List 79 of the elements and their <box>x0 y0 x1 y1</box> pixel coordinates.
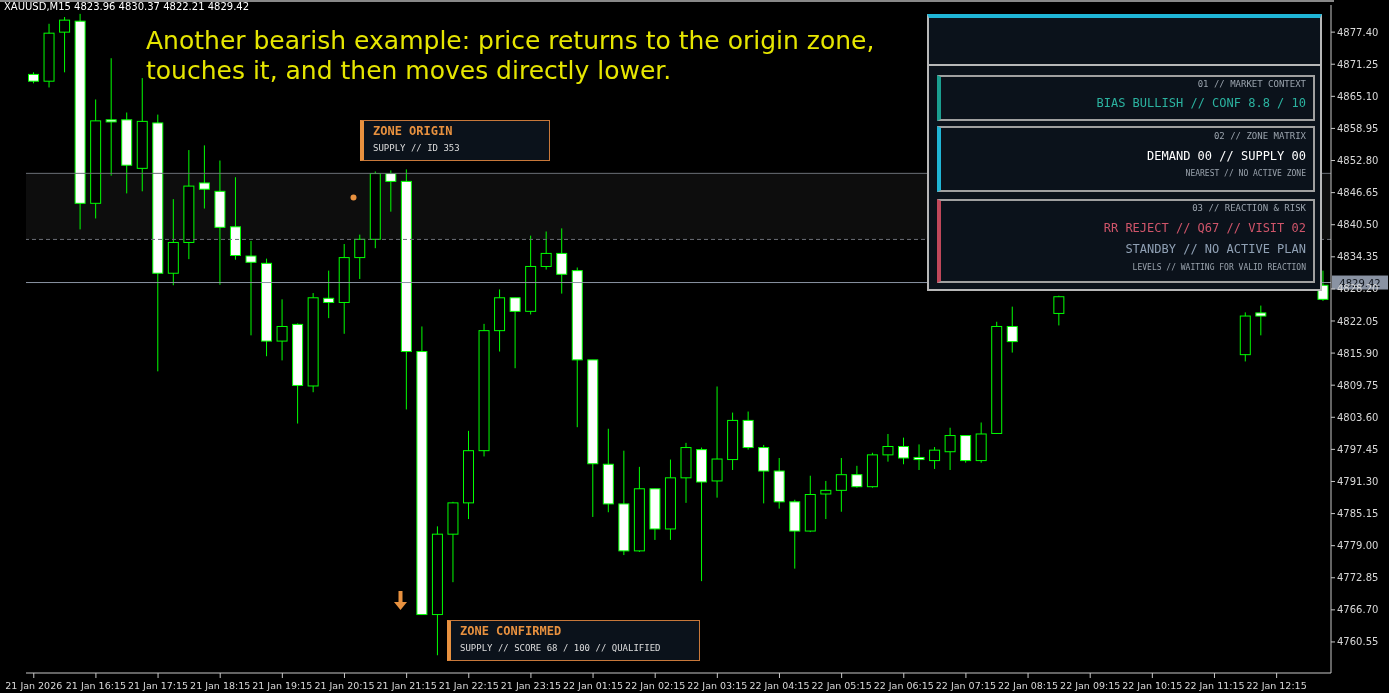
annotation: LEVELS // WAITING FOR VALID REACTION <box>1132 263 1306 273</box>
candlestick <box>323 270 335 319</box>
y-tick-label: 4785.15 <box>1337 508 1379 520</box>
candlestick <box>1006 306 1018 354</box>
candlestick <box>711 385 723 499</box>
annotation: STANDBY // NO ACTIVE PLAN <box>1125 242 1306 257</box>
candlestick <box>820 480 832 520</box>
candlestick <box>835 457 847 513</box>
annotation: 02 // ZONE MATRIX <box>1213 131 1306 142</box>
x-tick-label: 21 Jan 23:15 <box>500 680 561 691</box>
x-tick-label: 22 Jan 06:15 <box>873 680 934 691</box>
x-tick-label: 21 Jan 2026 <box>5 680 63 691</box>
y-tick-label: 4840.50 <box>1337 219 1379 231</box>
y-tick-label: 4834.35 <box>1337 251 1379 263</box>
candlestick <box>944 427 956 471</box>
y-tick-label: 4815.90 <box>1337 347 1379 359</box>
y-tick-label: 4779.00 <box>1337 540 1379 552</box>
x-tick-label: 21 Jan 18:15 <box>190 680 251 691</box>
x-tick-label: 21 Jan 22:15 <box>438 680 499 691</box>
candlestick <box>758 444 770 504</box>
y-tick-label: 4803.60 <box>1337 411 1379 423</box>
y-tick-label: 4858.95 <box>1337 122 1379 134</box>
annotation: XAUUSD,M15 4823.96 4830.37 4822.21 4829.42 <box>4 1 250 13</box>
candlestick <box>913 443 925 471</box>
y-tick-label: 4852.80 <box>1337 155 1379 167</box>
x-tick-label: 21 Jan 19:15 <box>252 680 313 691</box>
annotation: DEMAND 00 // SUPPLY 00 <box>1147 149 1306 164</box>
candlestick <box>385 169 397 213</box>
annotation: SUPPLY // ID 353 <box>373 143 460 154</box>
candlestick <box>245 240 257 336</box>
candlestick <box>59 16 71 73</box>
annotation: SUPPLY // SCORE 68 / 100 // QUALIFIED <box>460 643 661 654</box>
candlestick <box>198 144 210 210</box>
candlestick <box>540 230 552 271</box>
x-tick-label: 22 Jan 11:15 <box>1184 680 1245 691</box>
x-tick-label: 21 Jan 17:15 <box>127 680 189 691</box>
x-tick-label: 22 Jan 04:15 <box>749 680 810 691</box>
x-tick-label: 21 Jan 16:15 <box>65 680 126 691</box>
y-tick-label: 4846.65 <box>1337 187 1379 199</box>
candlestick <box>851 465 863 489</box>
x-tick-label: 22 Jan 01:15 <box>562 680 624 691</box>
candlestick <box>276 298 288 361</box>
y-tick-label: 4865.10 <box>1337 90 1379 102</box>
annotation: RR REJECT // Q67 // VISIT 02 <box>1103 221 1306 236</box>
x-tick-label: 22 Jan 07:15 <box>935 680 996 691</box>
y-tick-label: 4772.85 <box>1337 572 1379 584</box>
y-tick-label: 4791.30 <box>1337 476 1379 488</box>
annotation: ZONE CONFIRMED <box>460 624 562 639</box>
candlestick <box>354 234 366 280</box>
x-tick-label: 21 Jan 20:15 <box>314 680 375 691</box>
annotation: 03 // REACTION & RISK <box>1192 203 1306 214</box>
candlestick <box>556 227 568 295</box>
candlestick <box>1255 305 1267 336</box>
candlestick <box>509 297 521 369</box>
x-tick-label: 22 Jan 12:15 <box>1246 680 1307 691</box>
y-tick-label: 4877.40 <box>1337 26 1379 38</box>
y-tick-label: 4766.70 <box>1337 604 1379 616</box>
y-tick-label: 4822.05 <box>1337 315 1379 327</box>
candlestick <box>1053 295 1065 326</box>
y-tick-label: 4871.25 <box>1337 58 1379 70</box>
candlestick <box>898 437 909 465</box>
candlestick <box>882 433 894 463</box>
x-tick-label: 22 Jan 10:15 <box>1122 680 1183 691</box>
y-tick-label: 4809.75 <box>1337 379 1379 391</box>
annotation: NEAREST // NO ACTIVE ZONE <box>1185 169 1306 179</box>
y-tick-label: 4760.55 <box>1337 636 1379 648</box>
annotation: BIAS BULLISH // CONF 8.8 / 10 <box>1096 96 1306 111</box>
text: Another bearish example: price returns to the origin zone, touches it, and then moves directly lower. <box>146 26 876 86</box>
y-tick-label: 4797.45 <box>1337 443 1379 455</box>
x-tick-label: 22 Jan 02:15 <box>625 680 686 691</box>
x-tick-label: 22 Jan 05:15 <box>811 680 872 691</box>
annotation: ZONE ORIGIN <box>373 124 453 139</box>
candlestick <box>929 446 941 470</box>
x-tick-label: 21 Jan 21:15 <box>376 680 437 691</box>
x-tick-label: 22 Jan 09:15 <box>1060 680 1121 691</box>
x-tick-label: 22 Jan 03:15 <box>687 680 748 691</box>
x-tick-label: 22 Jan 08:15 <box>997 680 1059 691</box>
annotation: 01 // MARKET CONTEXT <box>1197 79 1306 90</box>
candlestick <box>105 57 117 177</box>
